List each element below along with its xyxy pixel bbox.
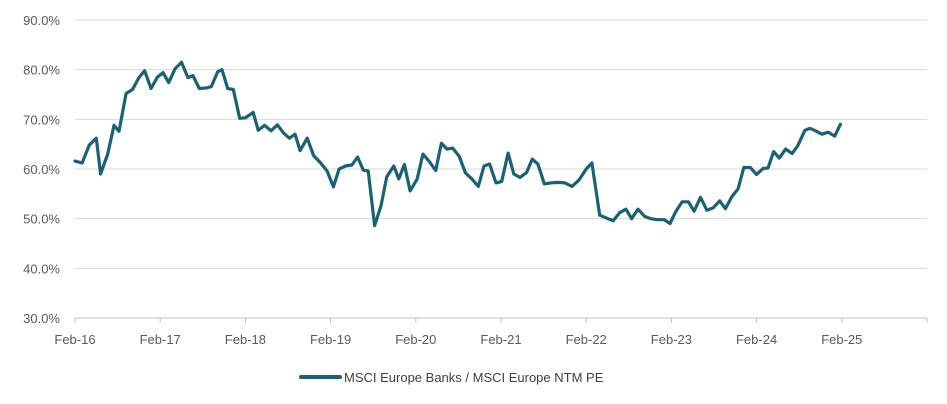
x-tick-label: Feb-20 xyxy=(395,332,436,347)
y-tick-label: 90.0% xyxy=(23,13,60,28)
y-tick-label: 40.0% xyxy=(23,261,60,276)
x-axis-tick-labels: Feb-16 Feb-17 Feb-18 Feb-19 Feb-20 Feb-21 Feb-… xyxy=(54,318,928,347)
x-tick-label: Feb-21 xyxy=(480,332,521,347)
x-tick-label: Feb-19 xyxy=(310,332,351,347)
x-tick-label: Feb-25 xyxy=(821,332,862,347)
y-tick-label: 70.0% xyxy=(23,112,60,127)
x-tick-label: Feb-18 xyxy=(225,332,266,347)
y-tick-label: 80.0% xyxy=(23,63,60,78)
x-tick-label: Feb-17 xyxy=(140,332,181,347)
series-layer xyxy=(73,60,842,228)
series-line xyxy=(73,60,842,228)
x-tick-label: Feb-16 xyxy=(54,332,95,347)
y-axis-tick-labels: 30.0% 40.0% 50.0% 60.0% 70.0% 80.0% 90.0% xyxy=(23,13,60,326)
legend: MSCI Europe Banks / MSCI Europe NTM PE xyxy=(299,370,604,385)
gridlines xyxy=(75,19,927,319)
x-tick-label: Feb-22 xyxy=(566,332,607,347)
x-tick-label: Feb-24 xyxy=(736,332,777,347)
x-tick-label: Feb-23 xyxy=(651,332,692,347)
y-tick-label: 60.0% xyxy=(23,162,60,177)
y-tick-label: 30.0% xyxy=(23,311,60,326)
y-tick-label: 50.0% xyxy=(23,212,60,227)
legend-label: MSCI Europe Banks / MSCI Europe NTM PE xyxy=(344,370,604,385)
